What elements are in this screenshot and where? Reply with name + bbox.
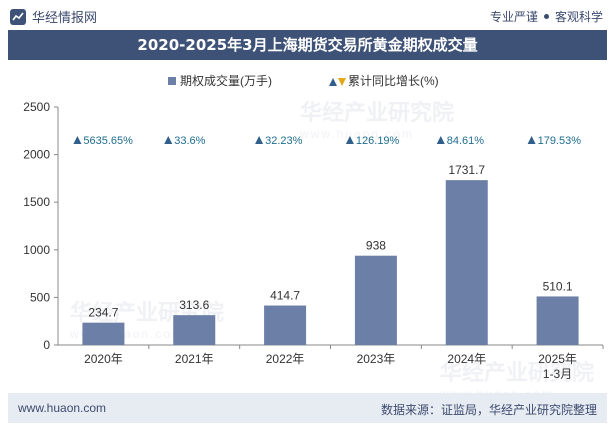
x-tick-label: 2021年 — [175, 352, 214, 366]
tagline-right: 客观科学 — [554, 10, 603, 24]
growth-up-marker-icon — [255, 136, 264, 144]
y-tick-label: 1500 — [23, 195, 50, 209]
growth-rate-label: 5635.65% — [83, 135, 133, 147]
y-tick-label: 500 — [30, 290, 50, 304]
x-tick-label: 2024年 — [447, 352, 486, 366]
legend-up-triangle-icon — [329, 78, 337, 86]
growth-rate-label: 33.6% — [174, 135, 205, 147]
y-tick-label: 2500 — [23, 100, 50, 114]
x-tick-label: 2025年 1-3月 — [538, 352, 577, 381]
brand[interactable]: 华经情报网 — [10, 7, 97, 26]
bar[interactable] — [173, 315, 216, 345]
bar-value-label: 1731.7 — [448, 163, 485, 177]
legend-bar-label: 期权成交量(万手) — [180, 73, 272, 88]
growth-rate-label: 84.61% — [447, 135, 485, 147]
bar-value-label: 414.7 — [270, 289, 300, 303]
growth-rate-label: 32.23% — [265, 135, 303, 147]
legend-growth-label: 累计同比增长(%) — [348, 74, 439, 88]
growth-up-marker-icon — [73, 136, 82, 144]
footer: www.huaon.com 数据来源：证监局，华经产业研究院整理 — [8, 393, 607, 423]
bar[interactable] — [445, 180, 488, 345]
bar-chart: 期权成交量(万手) 累计同比增长(%) 0 500 1000 1500 2000 2500… — [23, 73, 604, 381]
bar[interactable] — [354, 255, 397, 345]
growth-up-marker-icon — [436, 136, 445, 144]
bar[interactable] — [264, 305, 307, 345]
bar-value-label: 938 — [366, 239, 386, 253]
chart-title: 2020-2025年3月上海期货交易所黄金期权成交量 — [8, 30, 607, 60]
x-tick-label: 2022年 — [266, 352, 305, 366]
x-axis: 2020年 2021年 2022年 2023年 2024年 2025年 1-3月 — [58, 344, 604, 381]
y-tick-label: 2000 — [23, 148, 50, 162]
tagline: 专业严谨 客观科学 — [490, 8, 603, 25]
tagline-left: 专业严谨 — [489, 10, 538, 24]
tagline-dot-icon — [543, 14, 549, 19]
x-tick-label: 2023年 — [357, 352, 396, 366]
y-tick-label: 1000 — [23, 243, 50, 257]
y-tick-label: 0 — [43, 338, 50, 352]
footer-website-link[interactable]: www.huaon.com — [18, 401, 107, 415]
bars: 234.7 5635.65% 313.6 33.6% 414.7 32.23% 938 126… — [73, 135, 581, 345]
growth-rate-label: 126.19% — [356, 135, 400, 147]
legend-bar-swatch — [168, 77, 176, 85]
growth-up-marker-icon — [345, 136, 354, 144]
bar[interactable] — [82, 322, 125, 345]
brand-logo-icon — [10, 8, 26, 25]
y-axis: 0 500 1000 1500 2000 2500 — [23, 100, 59, 352]
legend: 期权成交量(万手) 累计同比增长(%) — [168, 73, 439, 88]
growth-up-marker-icon — [527, 136, 536, 144]
bar-value-label: 510.1 — [543, 279, 573, 293]
brand-name: 华经情报网 — [32, 10, 98, 25]
growth-rate-label: 179.53% — [538, 135, 582, 147]
growth-up-marker-icon — [164, 136, 173, 144]
bar-value-label: 313.6 — [179, 298, 209, 312]
footer-source: 数据来源：证监局，华经产业研究院整理 — [380, 403, 597, 417]
bar[interactable] — [536, 296, 579, 345]
legend-down-triangle-icon — [338, 78, 346, 86]
x-tick-label: 2020年 — [84, 352, 123, 366]
bar-value-label: 234.7 — [88, 306, 118, 320]
top-bar: 华经情报网 专业严谨 客观科学 — [0, 0, 615, 30]
